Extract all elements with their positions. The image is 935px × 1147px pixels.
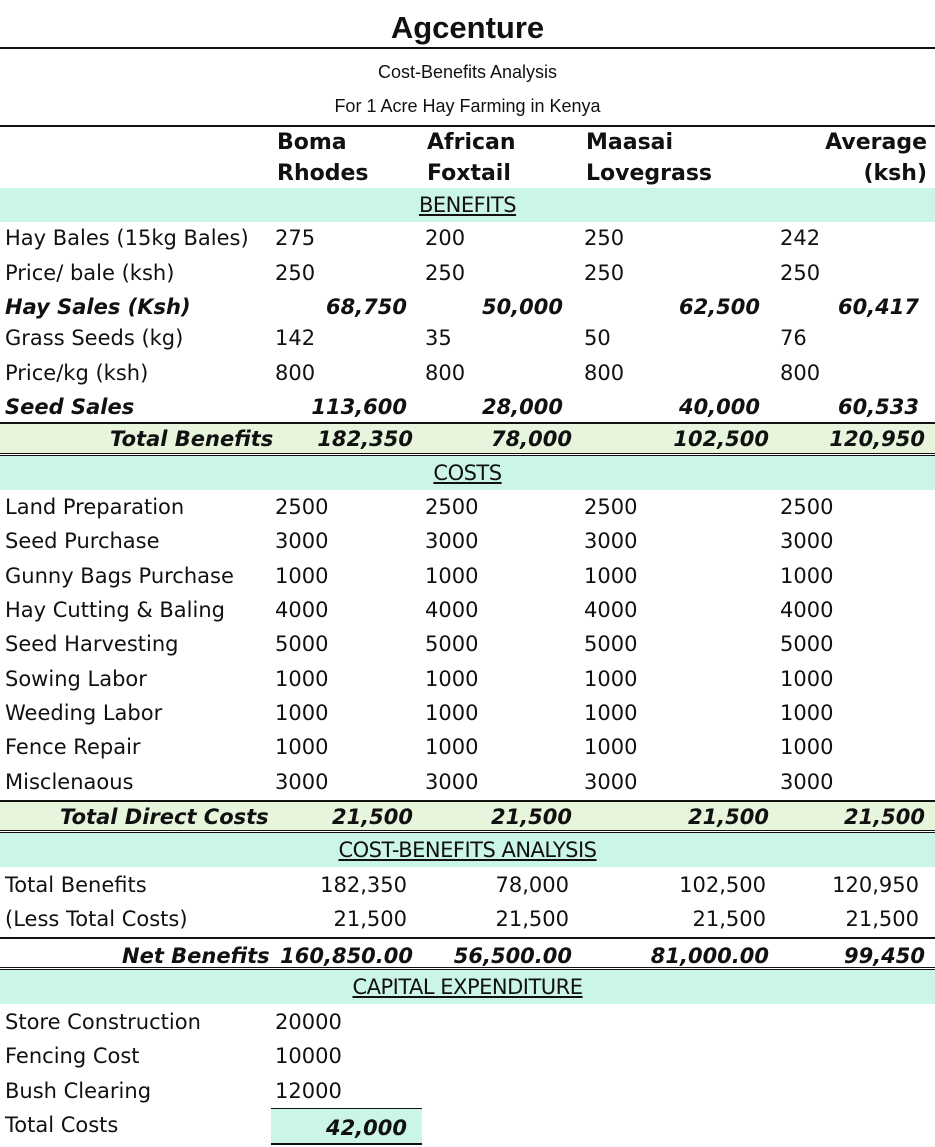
- column-header-maasai-lovegrass: Maasai Lovegrass: [586, 130, 713, 186]
- capex-total-value: 42,000: [325, 1116, 407, 1140]
- table-row: Misclenaous 3000 3000 3000 3000: [5, 770, 834, 794]
- table-row: Seed Harvesting 5000 5000 5000 5000: [5, 632, 834, 656]
- total-benefits-bottom-rule: [0, 453, 935, 456]
- table-row: Total Benefits 182,350 78,000 102,500 12…: [5, 873, 919, 897]
- total-costs-top-rule: [0, 800, 935, 802]
- benefits-section-header: BENEFITS: [0, 188, 935, 222]
- hay-sales-row: Hay Sales (Ksh) 68,750 50,000 62,500 60,…: [5, 295, 919, 319]
- table-row: Fencing Cost 10000: [5, 1044, 342, 1068]
- total-direct-costs-row: Total Direct Costs 21,500 21,500 21,500 …: [60, 805, 925, 829]
- analysis-section-header: COST-BENEFITS ANALYSIS: [0, 833, 935, 867]
- table-row: (Less Total Costs) 21,500 21,500 21,500 …: [5, 907, 919, 931]
- column-header-average: Average (ksh): [825, 130, 927, 186]
- table-row: Sowing Labor 1000 1000 1000 1000: [5, 667, 834, 691]
- capex-total-cell: [271, 1108, 422, 1145]
- table-row: Fence Repair 1000 1000 1000 1000: [5, 735, 834, 759]
- subtitle-analysis: Cost-Benefits Analysis: [377, 62, 558, 82]
- total-benefits-band: [0, 424, 935, 454]
- net-benefits-bottom-rule: [0, 967, 935, 970]
- table-row: Gunny Bags Purchase 1000 1000 1000 1000: [5, 564, 834, 588]
- table-row: Price/kg (ksh) 800 800 800 800: [5, 361, 821, 385]
- table-row: Hay Cutting & Baling 4000 4000 4000 4000: [5, 598, 834, 622]
- capex-total-row: Total Costs 42,000: [0, 1108, 935, 1142]
- total-costs-bottom-rule: [0, 830, 935, 833]
- total-benefits-row: Total Benefits 182,350 78,000 102,500 12…: [110, 427, 925, 451]
- seed-sales-row: Seed Sales 113,600 28,000 40,000 60,533: [5, 395, 919, 419]
- table-row: Store Construction 20000: [5, 1010, 342, 1034]
- column-header-boma-rhodes: Boma Rhodes: [277, 130, 369, 186]
- net-benefits-top-rule: [0, 937, 935, 939]
- title-rule: [0, 47, 935, 49]
- table-row: Weeding Labor 1000 1000 1000 1000: [5, 701, 834, 725]
- table-row: Grass Seeds (kg) 142 35 50 76: [5, 326, 807, 350]
- table-row: Price/ bale (ksh) 250 250 250 250: [5, 261, 821, 285]
- table-row: Seed Purchase 3000 3000 3000 3000: [5, 529, 834, 553]
- costs-section-header: COSTS: [0, 456, 935, 490]
- header-rule: [0, 125, 935, 127]
- table-row: Hay Bales (15kg Bales) 275 200 250 242: [5, 226, 821, 250]
- capex-section-header: CAPITAL EXPENDITURE: [0, 970, 935, 1004]
- subtitle-scope: For 1 Acre Hay Farming in Kenya: [334, 96, 601, 116]
- total-benefits-top-rule: [0, 422, 935, 424]
- column-header-african-foxtail: African Foxtail: [427, 130, 516, 186]
- total-costs-band: [0, 802, 935, 831]
- table-row: Land Preparation 2500 2500 2500 2500: [5, 495, 834, 519]
- sheet-title: Agcenture: [390, 10, 545, 45]
- net-benefits-row: Net Benefits 160,850.00 56,500.00 81,000…: [122, 944, 925, 968]
- table-row: Bush Clearing 12000: [5, 1079, 342, 1103]
